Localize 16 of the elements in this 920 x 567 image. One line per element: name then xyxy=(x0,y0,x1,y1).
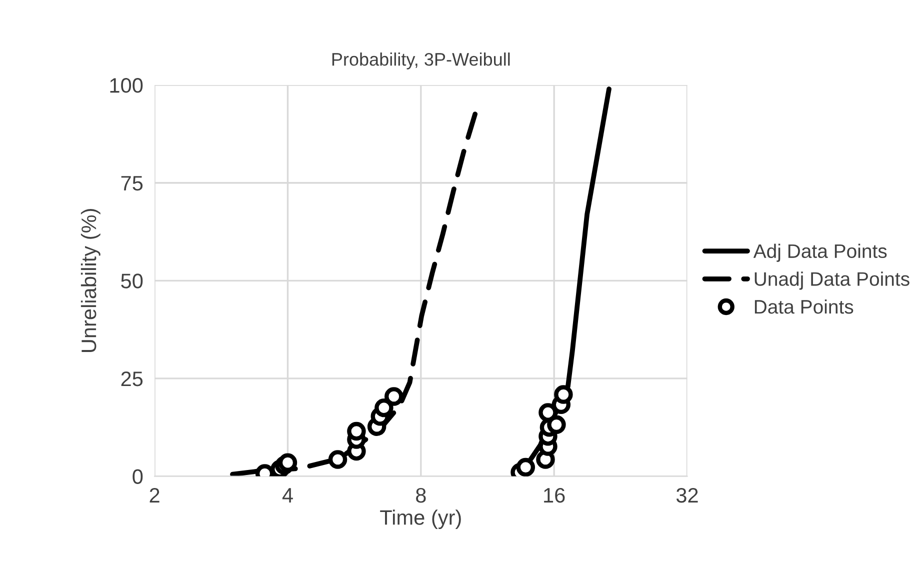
y-tick-label: 75 xyxy=(121,176,143,191)
y-tick-label: 100 xyxy=(110,78,143,93)
legend-label: Unadj Data Points xyxy=(754,272,910,290)
x-axis-title: Time (yr) xyxy=(380,510,461,530)
x-tick-label: 2 xyxy=(150,488,160,502)
y-axis-title: Unreliability (%) xyxy=(80,209,100,352)
x-tick-label: 8 xyxy=(416,488,426,503)
chart-title: Probability, 3P-Weibull xyxy=(332,52,510,70)
legend-label: Data Points xyxy=(754,299,854,314)
x-tick-label: 32 xyxy=(676,488,698,503)
y-tick-label: 50 xyxy=(121,274,143,288)
y-tick-label: 25 xyxy=(121,371,143,386)
x-tick-label: 16 xyxy=(544,488,565,503)
x-tick-label: 4 xyxy=(282,488,293,502)
legend-label: Adj Data Points xyxy=(753,244,887,262)
y-tick-label: 0 xyxy=(132,469,143,484)
